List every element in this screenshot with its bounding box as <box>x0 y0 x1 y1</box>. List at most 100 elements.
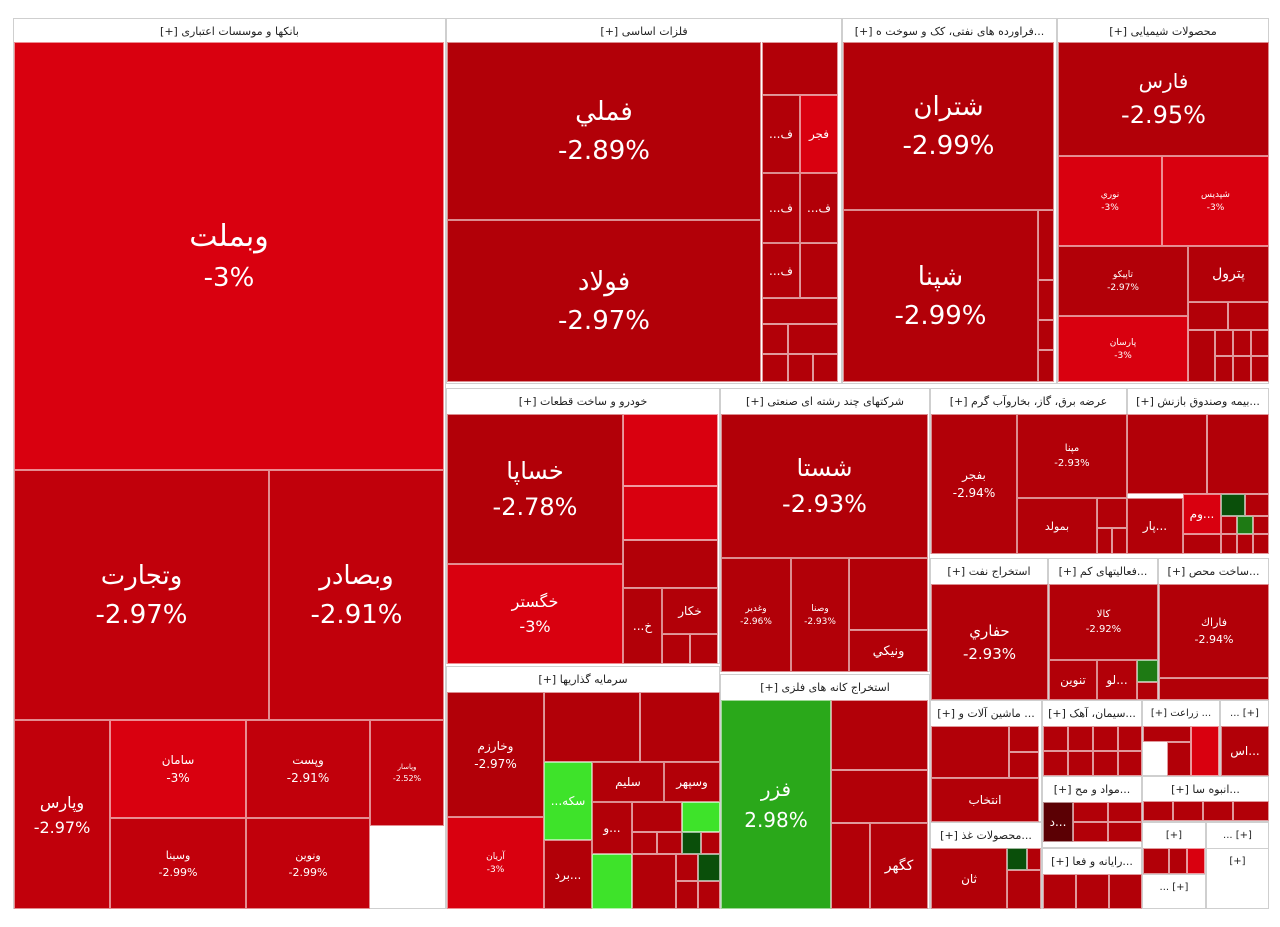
stock-cell[interactable]: وپاسار -2.52% <box>370 720 444 826</box>
sector-title[interactable]: خودرو و ساخت قطعات [+] <box>447 389 719 415</box>
stock-cell[interactable] <box>1233 356 1251 382</box>
stock-cell[interactable] <box>1097 498 1127 528</box>
sector-title[interactable]: ...محصولات غذ [+] <box>931 823 1041 849</box>
stock-cell[interactable]: شپنا -2.99% <box>843 210 1038 382</box>
stock-cell[interactable]: وبملت -3% <box>14 42 444 470</box>
stock-cell[interactable]: شپدیس -3% <box>1162 156 1269 246</box>
stock-cell[interactable] <box>1203 801 1233 821</box>
stock-cell[interactable] <box>1038 350 1054 382</box>
stock-cell[interactable] <box>632 832 657 854</box>
stock-cell[interactable]: سامان -3% <box>110 720 246 818</box>
stock-cell[interactable] <box>1207 414 1269 494</box>
sector-title[interactable]: ...ساخت محص [+] <box>1159 559 1268 585</box>
stock-cell[interactable] <box>1093 726 1118 751</box>
stock-cell[interactable] <box>788 324 838 354</box>
sector-mini5[interactable]: [+] ... <box>1142 874 1206 909</box>
stock-cell[interactable] <box>1233 801 1269 821</box>
stock-cell[interactable]: خگستر -3% <box>447 564 623 664</box>
stock-cell[interactable] <box>657 832 682 854</box>
stock-cell[interactable] <box>1215 356 1233 382</box>
stock-cell[interactable] <box>813 354 838 382</box>
stock-cell[interactable] <box>1038 280 1054 320</box>
sector-title[interactable]: ...فعالیتهای کم [+] <box>1049 559 1157 585</box>
stock-cell[interactable] <box>623 540 718 588</box>
stock-cell[interactable] <box>676 854 698 881</box>
stock-cell[interactable]: تنوین <box>1049 660 1097 700</box>
sector-title[interactable]: ...سیمان، آهک [+] <box>1043 701 1141 727</box>
stock-cell[interactable] <box>1237 516 1253 534</box>
stock-cell[interactable]: فجر <box>800 95 838 173</box>
stock-cell[interactable]: سكه... <box>544 762 592 840</box>
sector-title[interactable]: ...مواد و مح [+] <box>1043 777 1141 803</box>
stock-cell[interactable]: وپارس -2.97% <box>14 720 110 909</box>
stock-cell[interactable]: فاراك -2.94% <box>1159 584 1269 678</box>
sector-title[interactable]: ...فراورده های نفتی، کک و سوخت ه [+] <box>843 19 1056 45</box>
stock-cell[interactable]: سليم <box>592 762 664 802</box>
stock-cell[interactable]: خساپا -2.78% <box>447 414 623 564</box>
stock-cell[interactable] <box>676 881 698 909</box>
sector-mini6[interactable]: [+] <box>1206 848 1269 909</box>
stock-cell[interactable] <box>1038 210 1054 280</box>
stock-cell[interactable]: ...د <box>1043 802 1073 842</box>
stock-cell[interactable] <box>1143 726 1191 742</box>
stock-cell[interactable] <box>1043 751 1068 776</box>
sector-title[interactable]: بانکها و موسسات اعتباری [+] <box>14 19 445 45</box>
stock-cell[interactable] <box>682 832 701 854</box>
sector-title[interactable]: سرمایه گذاریها [+] <box>447 667 719 693</box>
stock-cell[interactable] <box>1228 302 1269 330</box>
stock-cell[interactable]: پارسان -3% <box>1058 316 1188 382</box>
stock-cell[interactable]: مپنا -2.93% <box>1017 414 1127 498</box>
stock-cell[interactable] <box>1188 330 1215 382</box>
stock-cell[interactable] <box>1009 752 1039 778</box>
stock-cell[interactable] <box>690 634 718 664</box>
stock-cell[interactable]: ...اس <box>1221 726 1269 776</box>
stock-cell[interactable] <box>1118 726 1142 751</box>
stock-cell[interactable]: ف... <box>800 173 838 243</box>
stock-cell[interactable] <box>831 823 870 909</box>
stock-cell[interactable] <box>1215 330 1233 356</box>
stock-cell[interactable] <box>849 558 928 630</box>
stock-cell[interactable] <box>1183 534 1221 554</box>
sector-title[interactable]: ... ماشین آلات و [+] <box>931 701 1041 727</box>
stock-cell[interactable]: تاپيكو -2.97% <box>1058 246 1188 316</box>
stock-cell[interactable]: وصنا -2.93% <box>791 558 849 672</box>
sector-mini2[interactable]: [+] <box>1142 822 1206 849</box>
stock-cell[interactable]: ثان <box>931 848 1007 909</box>
stock-cell[interactable] <box>1043 726 1068 751</box>
stock-cell[interactable] <box>1068 726 1093 751</box>
sector-title[interactable]: [+] <box>1207 849 1268 875</box>
stock-cell[interactable] <box>1073 802 1108 822</box>
stock-cell[interactable] <box>1143 848 1169 874</box>
stock-cell[interactable]: نوري -3% <box>1058 156 1162 246</box>
stock-cell[interactable] <box>698 881 720 909</box>
stock-cell[interactable] <box>1237 534 1253 554</box>
stock-cell[interactable] <box>544 692 640 762</box>
stock-cell[interactable] <box>1188 302 1228 330</box>
stock-cell[interactable] <box>623 486 718 540</box>
sector-title[interactable]: محصولات شیمیایی [+] <box>1058 19 1268 45</box>
stock-cell[interactable] <box>1108 822 1142 842</box>
sector-title[interactable]: استخراج کانه های فلزی [+] <box>721 675 929 701</box>
stock-cell[interactable] <box>1112 528 1127 554</box>
stock-cell[interactable]: وتجارت -2.97% <box>14 470 269 720</box>
stock-cell[interactable] <box>1108 802 1142 822</box>
stock-cell[interactable] <box>632 854 676 909</box>
stock-cell[interactable] <box>1093 751 1118 776</box>
stock-cell[interactable] <box>1009 726 1039 752</box>
stock-cell[interactable]: ...وم <box>1183 494 1221 534</box>
sector-title[interactable]: عرضه برق، گاز، بخاروآب گرم [+] <box>931 389 1126 415</box>
stock-cell[interactable] <box>1187 848 1205 874</box>
stock-cell[interactable] <box>1253 534 1269 554</box>
stock-cell[interactable]: ...لو <box>1097 660 1137 700</box>
stock-cell[interactable]: بمولد <box>1017 498 1097 554</box>
stock-cell[interactable]: ونيكي <box>849 630 928 672</box>
stock-cell[interactable] <box>682 802 720 832</box>
stock-cell[interactable] <box>701 832 720 854</box>
stock-cell[interactable] <box>1245 494 1269 516</box>
stock-cell[interactable] <box>1097 528 1112 554</box>
sector-title[interactable]: [+] ... <box>1143 875 1205 901</box>
sector-title[interactable]: ... زراعت [+] <box>1143 701 1219 727</box>
stock-cell[interactable]: خ... <box>623 588 662 664</box>
stock-cell[interactable]: حفاري -2.93% <box>931 584 1048 700</box>
stock-cell[interactable] <box>640 692 720 762</box>
